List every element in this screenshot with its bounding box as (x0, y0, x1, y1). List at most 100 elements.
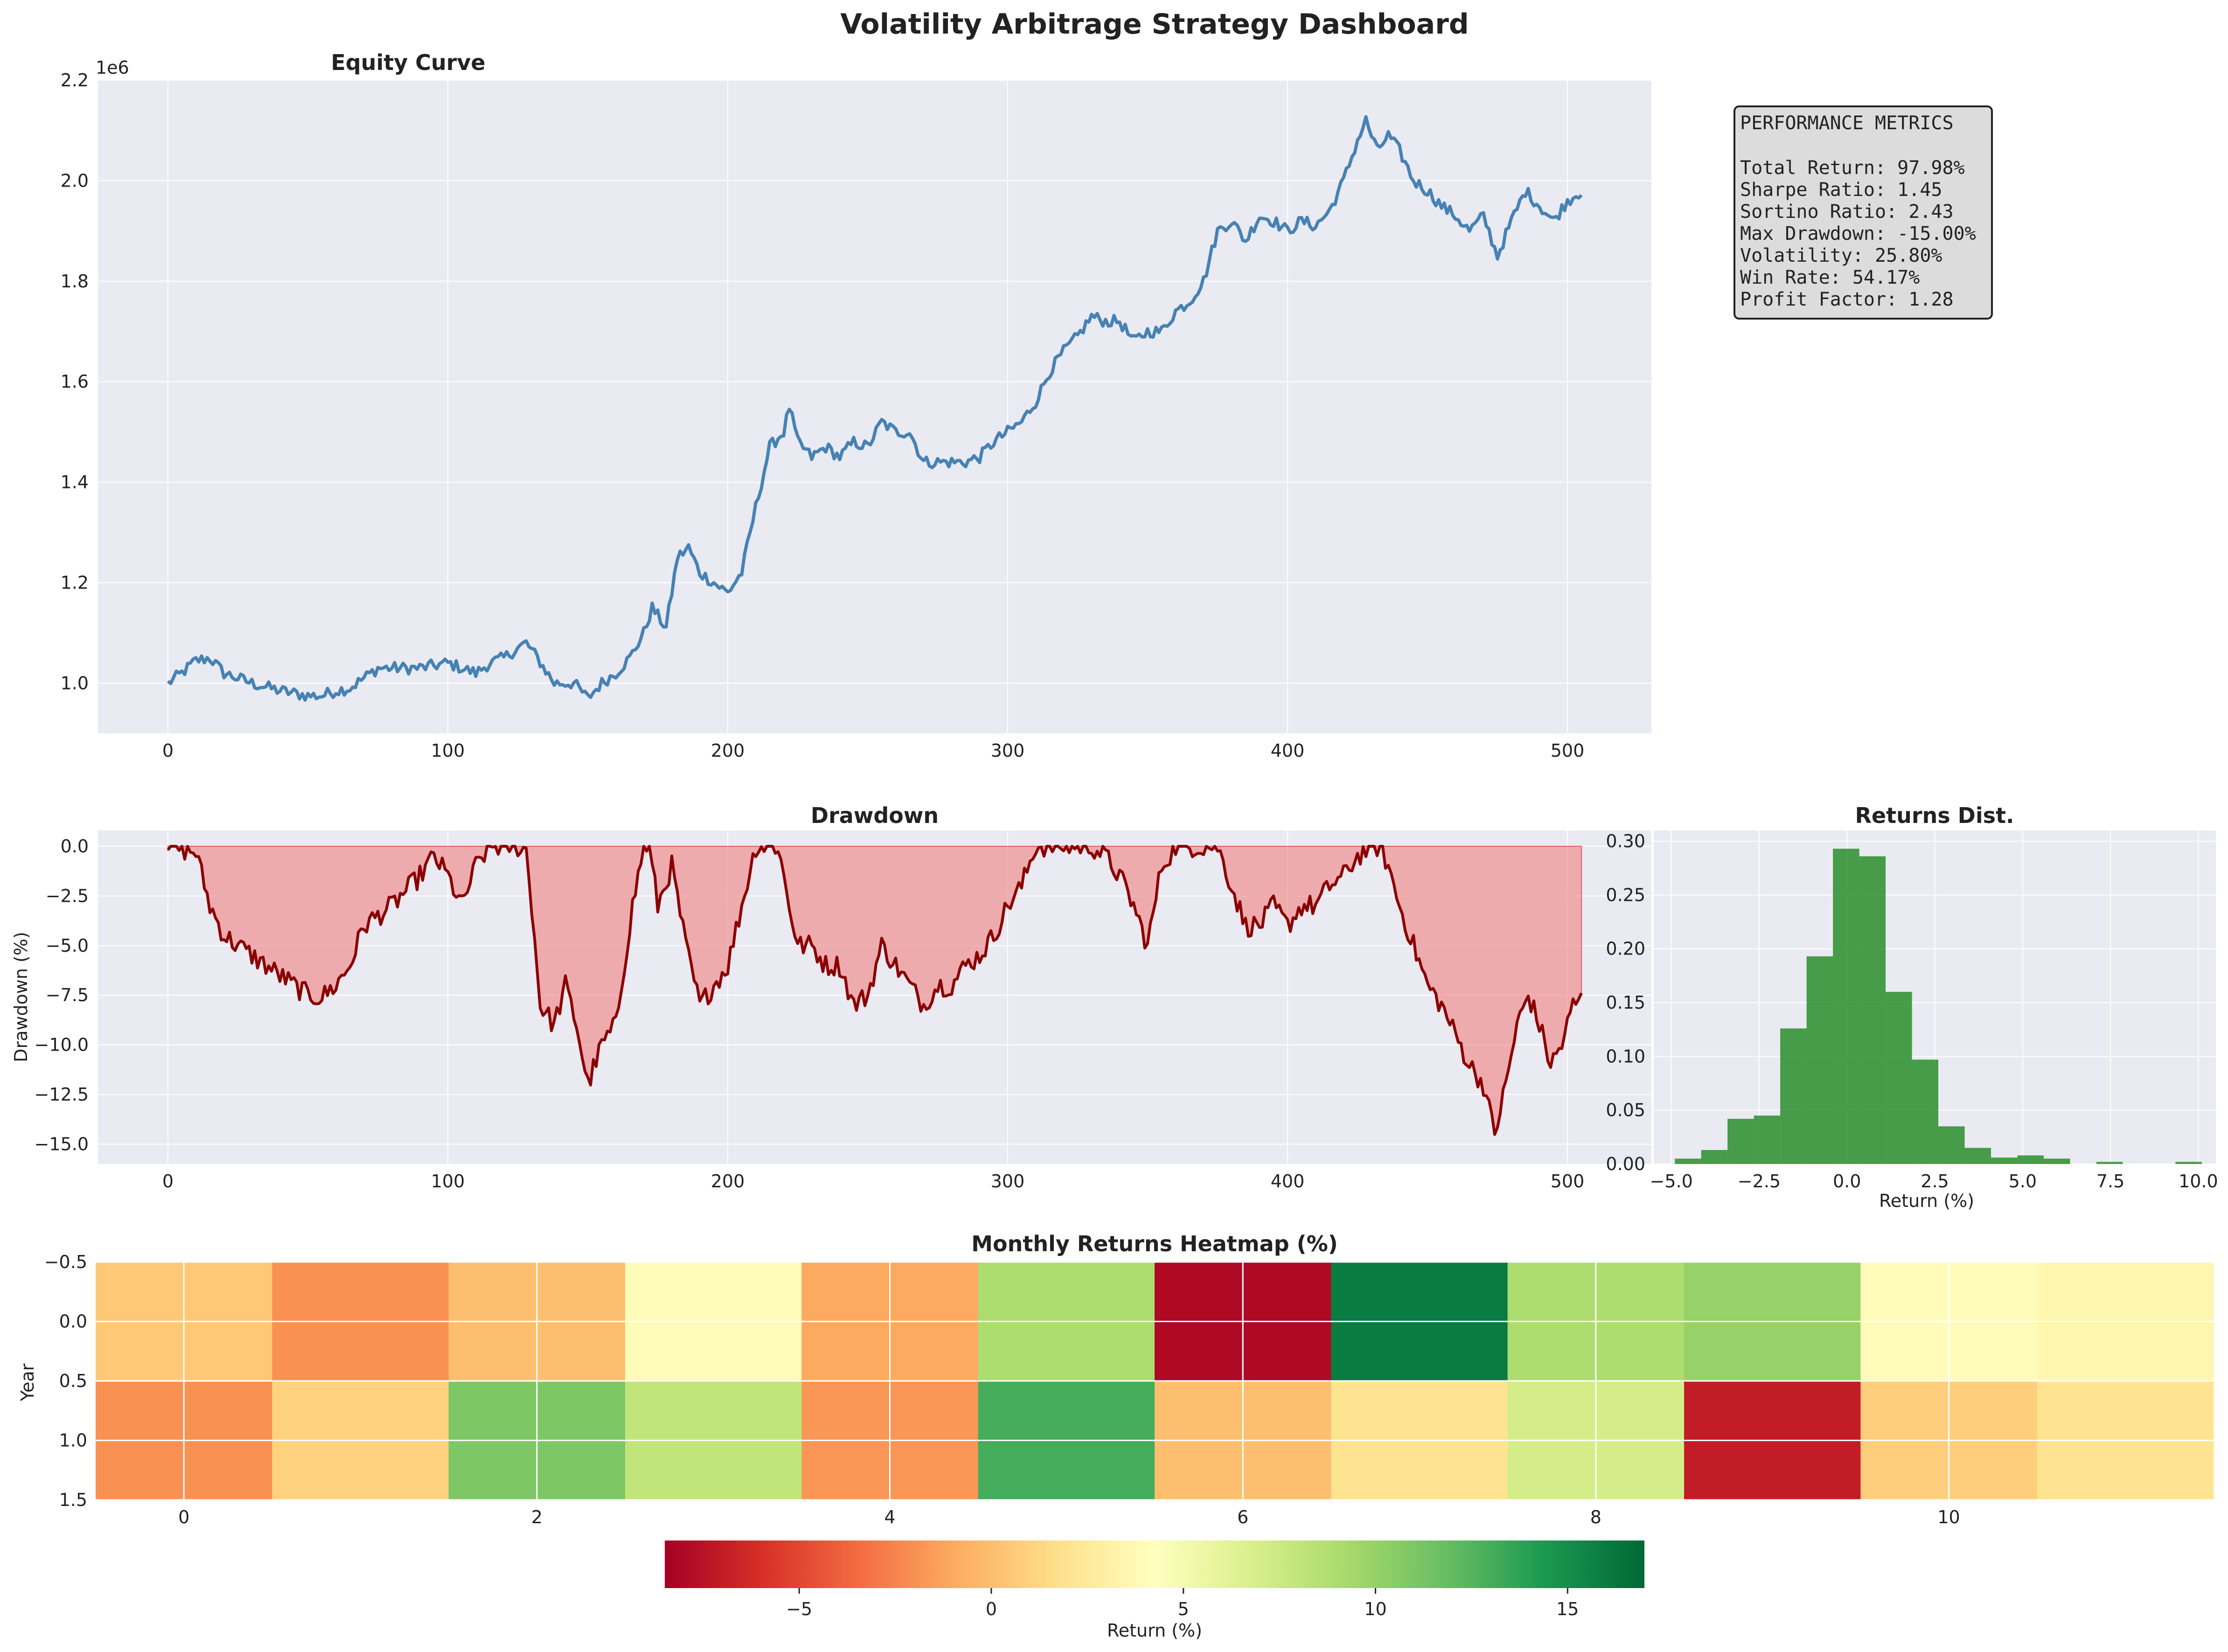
drawdown-ylabel: Drawdown (%) (11, 932, 31, 1062)
hist-bar (1727, 1119, 1754, 1164)
hist-ytick-label: 0.15 (1606, 992, 1645, 1013)
heatmap-ytick-label: 0.5 (59, 1371, 87, 1391)
hist-ytick-label: 0.30 (1606, 831, 1645, 851)
figure-title: Volatility Arbitrage Strategy Dashboard (840, 8, 1469, 41)
drawdown-ytick-label: −2.5 (46, 885, 89, 906)
hist-bar (2096, 1162, 2123, 1164)
hist-bar (1780, 1028, 1807, 1164)
colorbar-label: Return (%) (1107, 1620, 1202, 1641)
metrics-heading: PERFORMANCE METRICS (1740, 112, 1954, 134)
drawdown-chart: 0 100 200 300 400 500 0.0 −2.5 −5.0 −7.5 −10.0 −12.… (11, 803, 1651, 1192)
equity-ytick-label: 1.8 (61, 271, 89, 292)
colorbar-ticks: −5 0 5 10 15 (786, 1588, 1579, 1619)
heatmap-xtick-label: 10 (1937, 1507, 1960, 1527)
drawdown-xtick-label: 300 (991, 1171, 1025, 1192)
metric-volatility: Volatility: 25.80% (1740, 245, 1942, 266)
drawdown-xtick-label: 200 (711, 1171, 745, 1192)
equity-xtick-label: 400 (1271, 740, 1305, 761)
hist-bar (1964, 1148, 1991, 1164)
hist-bar (2043, 1158, 2070, 1164)
metrics-box-frame (1734, 105, 1993, 320)
hist-xtick-label: 5.0 (2009, 1171, 2037, 1192)
colorbar-tick-label: 5 (1178, 1599, 1189, 1619)
colorbar-tick-label: 15 (1556, 1599, 1579, 1619)
metric-sharpe: Sharpe Ratio: 1.45 (1740, 179, 1942, 201)
drawdown-ytick-label: −15.0 (35, 1134, 89, 1154)
heatmap-ytick-label: 1.0 (59, 1430, 87, 1451)
hist-ytick-label: 0.25 (1606, 885, 1645, 905)
hist-bar (1701, 1150, 1728, 1164)
metric-profit-factor: Profit Factor: 1.28 (1740, 289, 1954, 310)
heatmap-ytick-label: −0.5 (44, 1252, 87, 1272)
hist-ytick-label: 0.05 (1606, 1100, 1645, 1121)
colorbar: −5 0 5 10 15 Return (%) (665, 1540, 1644, 1641)
equity-plot-area (98, 80, 1651, 733)
hist-bar (2017, 1155, 2044, 1164)
hist-bar (1938, 1126, 1965, 1164)
equity-title: Equity Curve (331, 50, 485, 75)
equity-line (167, 115, 1583, 702)
drawdown-line (167, 845, 1583, 1136)
hist-bars (1675, 849, 2202, 1164)
hist-xtick-label: 0.0 (1833, 1171, 1861, 1192)
drawdown-ytick-label: −7.5 (46, 985, 89, 1005)
hist-bar (1806, 956, 1833, 1164)
performance-metrics-box: PERFORMANCE METRICS Total Return: 97.98%… (1734, 105, 1993, 320)
drawdown-ytick-label: 0.0 (61, 836, 89, 857)
hist-xlabel: Return (%) (1879, 1191, 1974, 1211)
equity-ytick-label: 1.0 (61, 673, 89, 693)
hist-title: Returns Dist. (1855, 803, 2014, 828)
equity-xtick-label: 500 (1551, 740, 1585, 761)
equity-xtick-label: 200 (711, 740, 745, 761)
heatmap-ylabel: Year (17, 1363, 38, 1401)
metric-sortino: Sortino Ratio: 2.43 (1740, 201, 1954, 223)
hist-ytick-label: 0.20 (1606, 939, 1645, 959)
hist-xtick-label: −5.0 (1650, 1171, 1693, 1192)
heatmap-xtick-label: 2 (531, 1507, 543, 1527)
heatmap-grid (96, 1261, 2214, 1501)
monthly-heatmap-chart: 0 2 4 6 8 10 −0.5 0.0 0.5 1.0 1.5 Monthly Returns … (17, 1231, 2214, 1527)
equity-ytick-label: 1.6 (61, 371, 89, 392)
hist-bar (2175, 1162, 2202, 1164)
metric-max-drawdown: Max Drawdown: -15.00% (1740, 223, 1976, 244)
hist-ytick-label: 0.00 (1606, 1154, 1645, 1174)
hist-bar (1859, 856, 1886, 1164)
equity-ytick-label: 2.2 (61, 70, 89, 91)
equity-offset-text: 1e6 (96, 57, 129, 78)
equity-xtick-label: 300 (991, 740, 1025, 761)
heatmap-ytick-label: 1.5 (59, 1490, 87, 1510)
hist-xtick-label: 2.5 (1921, 1171, 1949, 1192)
hist-xtick-label: 10.0 (2179, 1171, 2218, 1192)
heatmap-ytick-label: 0.0 (59, 1311, 87, 1332)
equity-ytick-label: 2.0 (61, 170, 89, 191)
drawdown-xtick-label: 500 (1551, 1171, 1585, 1192)
equity-xtick-label: 0 (162, 740, 174, 761)
colorbar-gradient (665, 1540, 1644, 1588)
equity-curve-chart: 0 100 200 300 400 500 1.0 1.2 1.4 1.6 1.8 2.0 2.2 Eq… (61, 50, 1651, 761)
drawdown-ytick-label: −12.5 (35, 1084, 89, 1105)
hist-bar (1833, 849, 1859, 1164)
drawdown-ytick-label: −10.0 (35, 1035, 89, 1055)
heatmap-xtick-label: 6 (1237, 1507, 1248, 1527)
heatmap-title: Monthly Returns Heatmap (%) (971, 1231, 1338, 1256)
drawdown-xtick-label: 400 (1271, 1171, 1305, 1192)
hist-bar (1675, 1158, 1701, 1164)
hist-bar (1912, 1060, 1939, 1164)
hist-xtick-label: −2.5 (1738, 1171, 1781, 1192)
metric-total-return: Total Return: 97.98% (1740, 157, 1965, 179)
drawdown-xtick-label: 100 (431, 1171, 465, 1192)
hist-bar (1886, 991, 1912, 1164)
metric-win-rate: Win Rate: 54.17% (1740, 267, 1920, 288)
colorbar-tick-label: −5 (786, 1599, 812, 1619)
drawdown-title: Drawdown (811, 803, 939, 828)
returns-dist-chart: −5.0 −2.5 0.0 2.5 5.0 7.5 10.0 0.00 0.05 0.10 0.15… (1606, 803, 2218, 1211)
colorbar-tick-label: 10 (1364, 1599, 1386, 1619)
heatmap-xtick-label: 4 (884, 1507, 895, 1527)
equity-xtick-label: 100 (431, 740, 465, 761)
hist-bar (1991, 1157, 2018, 1164)
drawdown-ticks: 0 100 200 300 400 500 0.0 −2.5 −5.0 −7.5 −10.0 −12.… (35, 836, 1585, 1192)
hist-ytick-label: 0.10 (1606, 1046, 1645, 1066)
equity-ticks: 0 100 200 300 400 500 1.0 1.2 1.4 1.6 1.8 2.0 2.2 (61, 70, 1585, 761)
drawdown-xtick-label: 0 (162, 1171, 174, 1192)
